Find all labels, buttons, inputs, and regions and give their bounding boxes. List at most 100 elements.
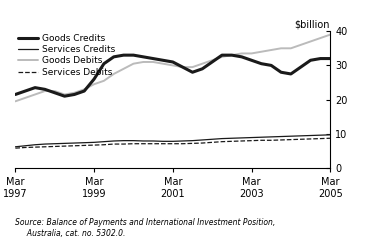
Services Debits (92, 144, 96, 147)
Services Credits (328, 133, 333, 136)
Services Credits (210, 138, 214, 141)
Goods Debits (92, 83, 96, 86)
Goods Credits (13, 93, 18, 96)
Services Debits (43, 145, 47, 148)
Goods Debits (161, 62, 165, 65)
Services Credits (33, 143, 37, 146)
Services Debits (328, 137, 333, 140)
Goods Debits (121, 67, 126, 70)
Services Credits (92, 141, 96, 144)
Services Debits (318, 137, 323, 140)
Services Debits (308, 138, 313, 140)
Goods Credits (72, 93, 77, 96)
Goods Credits (33, 86, 37, 89)
Goods Debits (289, 47, 293, 50)
Services Debits (279, 138, 283, 141)
Services Debits (141, 142, 146, 145)
Goods Credits (249, 59, 254, 62)
Goods Credits (308, 59, 313, 62)
Services Debits (13, 147, 18, 150)
Goods Debits (52, 90, 57, 92)
Services Debits (52, 145, 57, 148)
Goods Debits (308, 40, 313, 43)
Goods Credits (102, 62, 106, 65)
Goods Debits (210, 59, 214, 62)
Services Credits (308, 134, 313, 137)
Line: Services Debits: Services Debits (15, 138, 330, 148)
Services Credits (121, 139, 126, 142)
Goods Credits (230, 54, 234, 57)
Goods Debits (269, 48, 273, 51)
Goods Credits (161, 59, 165, 62)
Services Debits (170, 142, 175, 145)
Goods Credits (220, 54, 224, 57)
Goods Credits (121, 54, 126, 57)
Goods Credits (180, 66, 185, 69)
Services Credits (318, 134, 323, 137)
Services Debits (151, 142, 156, 145)
Services Debits (23, 146, 28, 149)
Goods Debits (230, 54, 234, 57)
Services Debits (82, 144, 86, 147)
Services Credits (111, 139, 116, 142)
Goods Credits (92, 78, 96, 80)
Goods Debits (43, 90, 47, 92)
Goods Debits (239, 52, 244, 55)
Goods Credits (318, 57, 323, 60)
Services Debits (230, 140, 234, 143)
Services Credits (102, 140, 106, 143)
Goods Debits (328, 33, 333, 36)
Services Debits (180, 142, 185, 145)
Services Debits (239, 139, 244, 142)
Services Debits (121, 143, 126, 145)
Services Credits (170, 140, 175, 143)
Goods Debits (298, 43, 303, 46)
Goods Credits (259, 62, 264, 65)
Goods Debits (259, 50, 264, 53)
Goods Credits (151, 57, 156, 60)
Goods Debits (200, 62, 205, 65)
Goods Credits (43, 88, 47, 91)
Services Debits (259, 139, 264, 142)
Line: Goods Credits: Goods Credits (15, 55, 330, 96)
Goods Debits (13, 100, 18, 103)
Goods Credits (269, 64, 273, 67)
Goods Credits (298, 66, 303, 69)
Goods Debits (249, 52, 254, 55)
Services Credits (190, 139, 195, 142)
Services Debits (131, 142, 136, 145)
Goods Debits (111, 72, 116, 75)
Goods Debits (33, 93, 37, 96)
Services Debits (269, 139, 273, 142)
Services Debits (220, 140, 224, 143)
Services Credits (43, 143, 47, 145)
Goods Debits (151, 60, 156, 63)
Goods Debits (23, 96, 28, 99)
Goods Debits (190, 66, 195, 69)
Services Debits (111, 143, 116, 145)
Goods Debits (72, 91, 77, 94)
Services Credits (151, 139, 156, 142)
Goods Credits (279, 71, 283, 74)
Services Credits (269, 135, 273, 138)
Services Debits (210, 141, 214, 144)
Goods Credits (62, 95, 67, 98)
Services Credits (161, 140, 165, 143)
Services Credits (62, 142, 67, 145)
Services Credits (259, 136, 264, 139)
Line: Services Credits: Services Credits (15, 135, 330, 147)
Services Credits (52, 142, 57, 145)
Goods Credits (111, 55, 116, 58)
Goods Debits (62, 93, 67, 96)
Services Credits (220, 137, 224, 140)
Services Debits (72, 144, 77, 147)
Goods Credits (141, 55, 146, 58)
Services Debits (62, 145, 67, 148)
Goods Credits (239, 55, 244, 58)
Goods Credits (170, 60, 175, 63)
Services Credits (230, 137, 234, 140)
Goods Debits (318, 37, 323, 40)
Goods Credits (131, 54, 136, 57)
Legend: Goods Credits, Services Credits, Goods Debits, Services Debits: Goods Credits, Services Credits, Goods D… (16, 32, 117, 78)
Text: $billion: $billion (295, 19, 330, 29)
